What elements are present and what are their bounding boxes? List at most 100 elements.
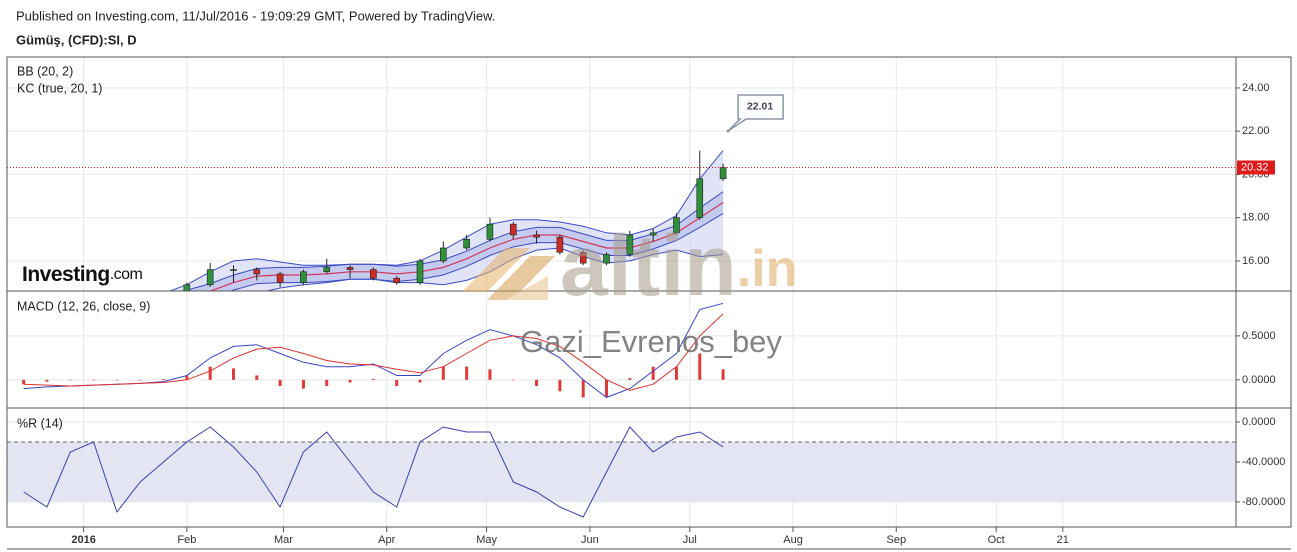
candle-body [579,251,587,264]
candle-body [696,178,704,218]
candle-body [673,217,680,234]
pane-title: MACD (12, 26, close, 9) [17,299,150,313]
altin-logo-shape [487,256,555,300]
histogram-bar [721,369,725,380]
histogram-bar [45,379,49,382]
x-tick-label: 2016 [71,534,95,546]
histogram-bar [465,366,469,380]
candle-body [300,271,307,283]
histogram-bar [488,369,492,380]
investing-logo: Investing.com [22,263,143,286]
candle-body [416,260,424,283]
y-tick-label: 0.0000 [1242,416,1276,428]
histogram-bar [511,379,515,381]
histogram-bar [674,366,678,380]
indicator-pane [7,302,1236,398]
panes [7,57,1236,532]
investing-logo-suffix: .com [110,266,143,283]
histogram-bar [301,379,305,389]
band-fill [7,442,1236,502]
histogram-bar [92,379,96,381]
investing-logo-word: Investing [22,263,110,286]
candle-body [649,232,657,236]
y-tick-label: -80.0000 [1242,496,1285,508]
altin-logo-shape [505,276,548,300]
candle-body [603,254,610,264]
candle-body [370,269,377,279]
altin-logo: altin.in [462,218,797,314]
candle-body [206,269,214,286]
watermarks: Investing.com altin.in Gazi_Evrenos_bey [22,218,797,359]
callout-box [727,94,784,132]
candle-body [183,284,191,291]
y-tick-label: 22.00 [1242,125,1270,137]
histogram-bar [535,379,539,387]
kc-title: KC (true, 20, 1) [17,81,102,95]
candle-body [626,234,634,255]
histogram-bar [605,379,609,398]
indicator-pane [7,421,1236,518]
altin-logo-shape [462,248,530,292]
x-tick-label: Mar [274,534,293,546]
indicator-line [23,426,724,518]
candle-body [346,267,354,270]
histogram-bar [208,366,212,380]
callout-label: 22.01 [747,101,773,113]
chart-frame [6,56,1292,528]
candle-body [230,269,237,271]
histogram-bar [651,366,655,380]
y-tick-label: 0.5000 [1242,330,1276,342]
candle-body [323,267,331,273]
candle-body [533,234,540,238]
x-tick-label: Jun [581,534,599,546]
altin-logo-text: altin.in [560,218,797,314]
price-pane [7,87,1236,302]
candle-body [509,223,517,236]
candle-body [463,239,470,249]
candle-body [719,167,727,180]
x-tick-label: Aug [783,534,803,546]
y-tick-label: -40.0000 [1242,456,1285,468]
histogram-bar [255,375,259,380]
histogram-bar [278,379,282,387]
indicator-line [23,313,724,391]
x-tick-label: Jul [683,534,697,546]
x-tick-label: 21 [1057,534,1069,546]
candle-body [440,247,447,262]
x-tick-label: May [476,534,497,546]
histogram-bar [395,379,399,387]
histogram-bar [325,379,329,387]
pane-title: %R (14) [17,416,63,430]
histogram-bar [68,379,72,381]
histogram-bar [628,378,632,380]
histogram-bar [22,379,26,385]
x-tick-label: Sep [886,534,906,546]
y-tick-label: 18.00 [1242,212,1270,224]
x-tick-label: Oct [988,534,1005,546]
histogram-bar [138,379,142,381]
bb-title: BB (20, 2) [17,64,73,78]
histogram-bar [418,379,422,383]
symbol-title: Gümüş, (CFD):SI, D [16,32,137,47]
y-tick-label: 24.00 [1242,82,1270,94]
altin-logo-suffix: .in [737,240,798,298]
published-note: Published on Investing.com, 11/Jul/2016 … [16,8,495,23]
histogram-bar [231,368,235,380]
histogram-bar [115,379,119,381]
histogram-bar [581,379,585,398]
histogram-bar [185,375,189,380]
histogram-bar [348,379,352,383]
last-price-label: 20.32 [1241,161,1269,173]
y-tick-label: 16.00 [1242,255,1270,267]
candle-body [556,236,564,253]
candle-body [161,298,167,302]
candle-body [393,277,400,283]
histogram-bar [558,379,562,392]
candle-body [486,223,494,240]
user-watermark: Gazi_Evrenos_bey [520,324,782,359]
altin-logo-word: altin [560,218,737,314]
x-tick-label: Apr [378,534,395,546]
candle-body [253,269,261,275]
y-tick-label: 0.0000 [1242,374,1276,386]
